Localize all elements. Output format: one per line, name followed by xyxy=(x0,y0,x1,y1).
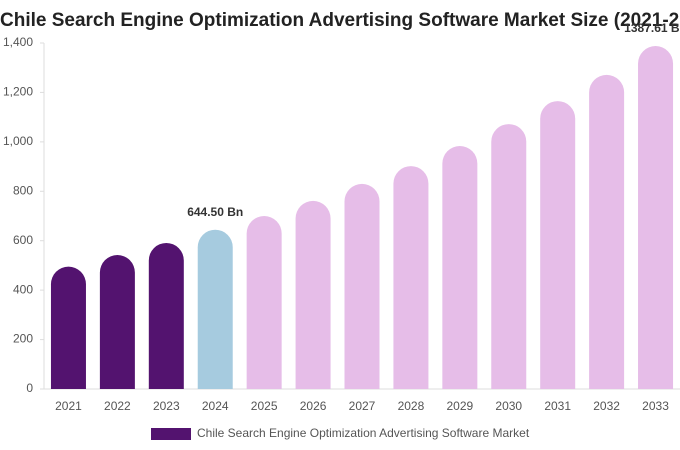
x-tick-label: 2031 xyxy=(544,399,571,413)
x-tick-label: 2026 xyxy=(300,399,327,413)
x-tick-label: 2022 xyxy=(104,399,131,413)
chart-title: Chile Search Engine Optimization Adverti… xyxy=(0,10,680,31)
y-tick-label: 600 xyxy=(13,233,33,247)
legend-label: Chile Search Engine Optimization Adverti… xyxy=(197,426,530,440)
x-tick-label: 2028 xyxy=(398,399,425,413)
legend-swatch xyxy=(151,428,191,440)
bar xyxy=(50,266,86,389)
x-tick-label: 2033 xyxy=(642,399,669,413)
y-tick-label: 400 xyxy=(13,282,33,296)
bar xyxy=(442,146,478,389)
bar xyxy=(344,183,380,389)
y-tick-label: 1,000 xyxy=(3,134,33,148)
bar xyxy=(589,74,625,389)
y-tick-label: 800 xyxy=(13,183,33,197)
y-tick-label: 1,400 xyxy=(3,35,33,49)
bar xyxy=(99,255,135,389)
value-label: 1387.61 Bn xyxy=(624,21,680,35)
x-tick-label: 2027 xyxy=(349,399,376,413)
x-tick-label: 2025 xyxy=(251,399,278,413)
x-tick-label: 2029 xyxy=(446,399,473,413)
x-tick-label: 2030 xyxy=(495,399,522,413)
x-tick-label: 2032 xyxy=(593,399,620,413)
bar xyxy=(540,101,576,389)
bar xyxy=(295,200,331,389)
bar xyxy=(393,166,429,389)
value-label: 644.50 Bn xyxy=(187,205,243,219)
bar xyxy=(246,216,282,389)
y-tick-label: 1,200 xyxy=(3,85,33,99)
bar xyxy=(638,46,674,389)
bar xyxy=(197,229,233,389)
y-tick-label: 0 xyxy=(26,381,33,395)
bar xyxy=(148,242,184,389)
x-tick-label: 2023 xyxy=(153,399,180,413)
y-tick-label: 200 xyxy=(13,332,33,346)
x-tick-label: 2024 xyxy=(202,399,229,413)
bar xyxy=(491,124,527,389)
x-tick-label: 2021 xyxy=(55,399,82,413)
